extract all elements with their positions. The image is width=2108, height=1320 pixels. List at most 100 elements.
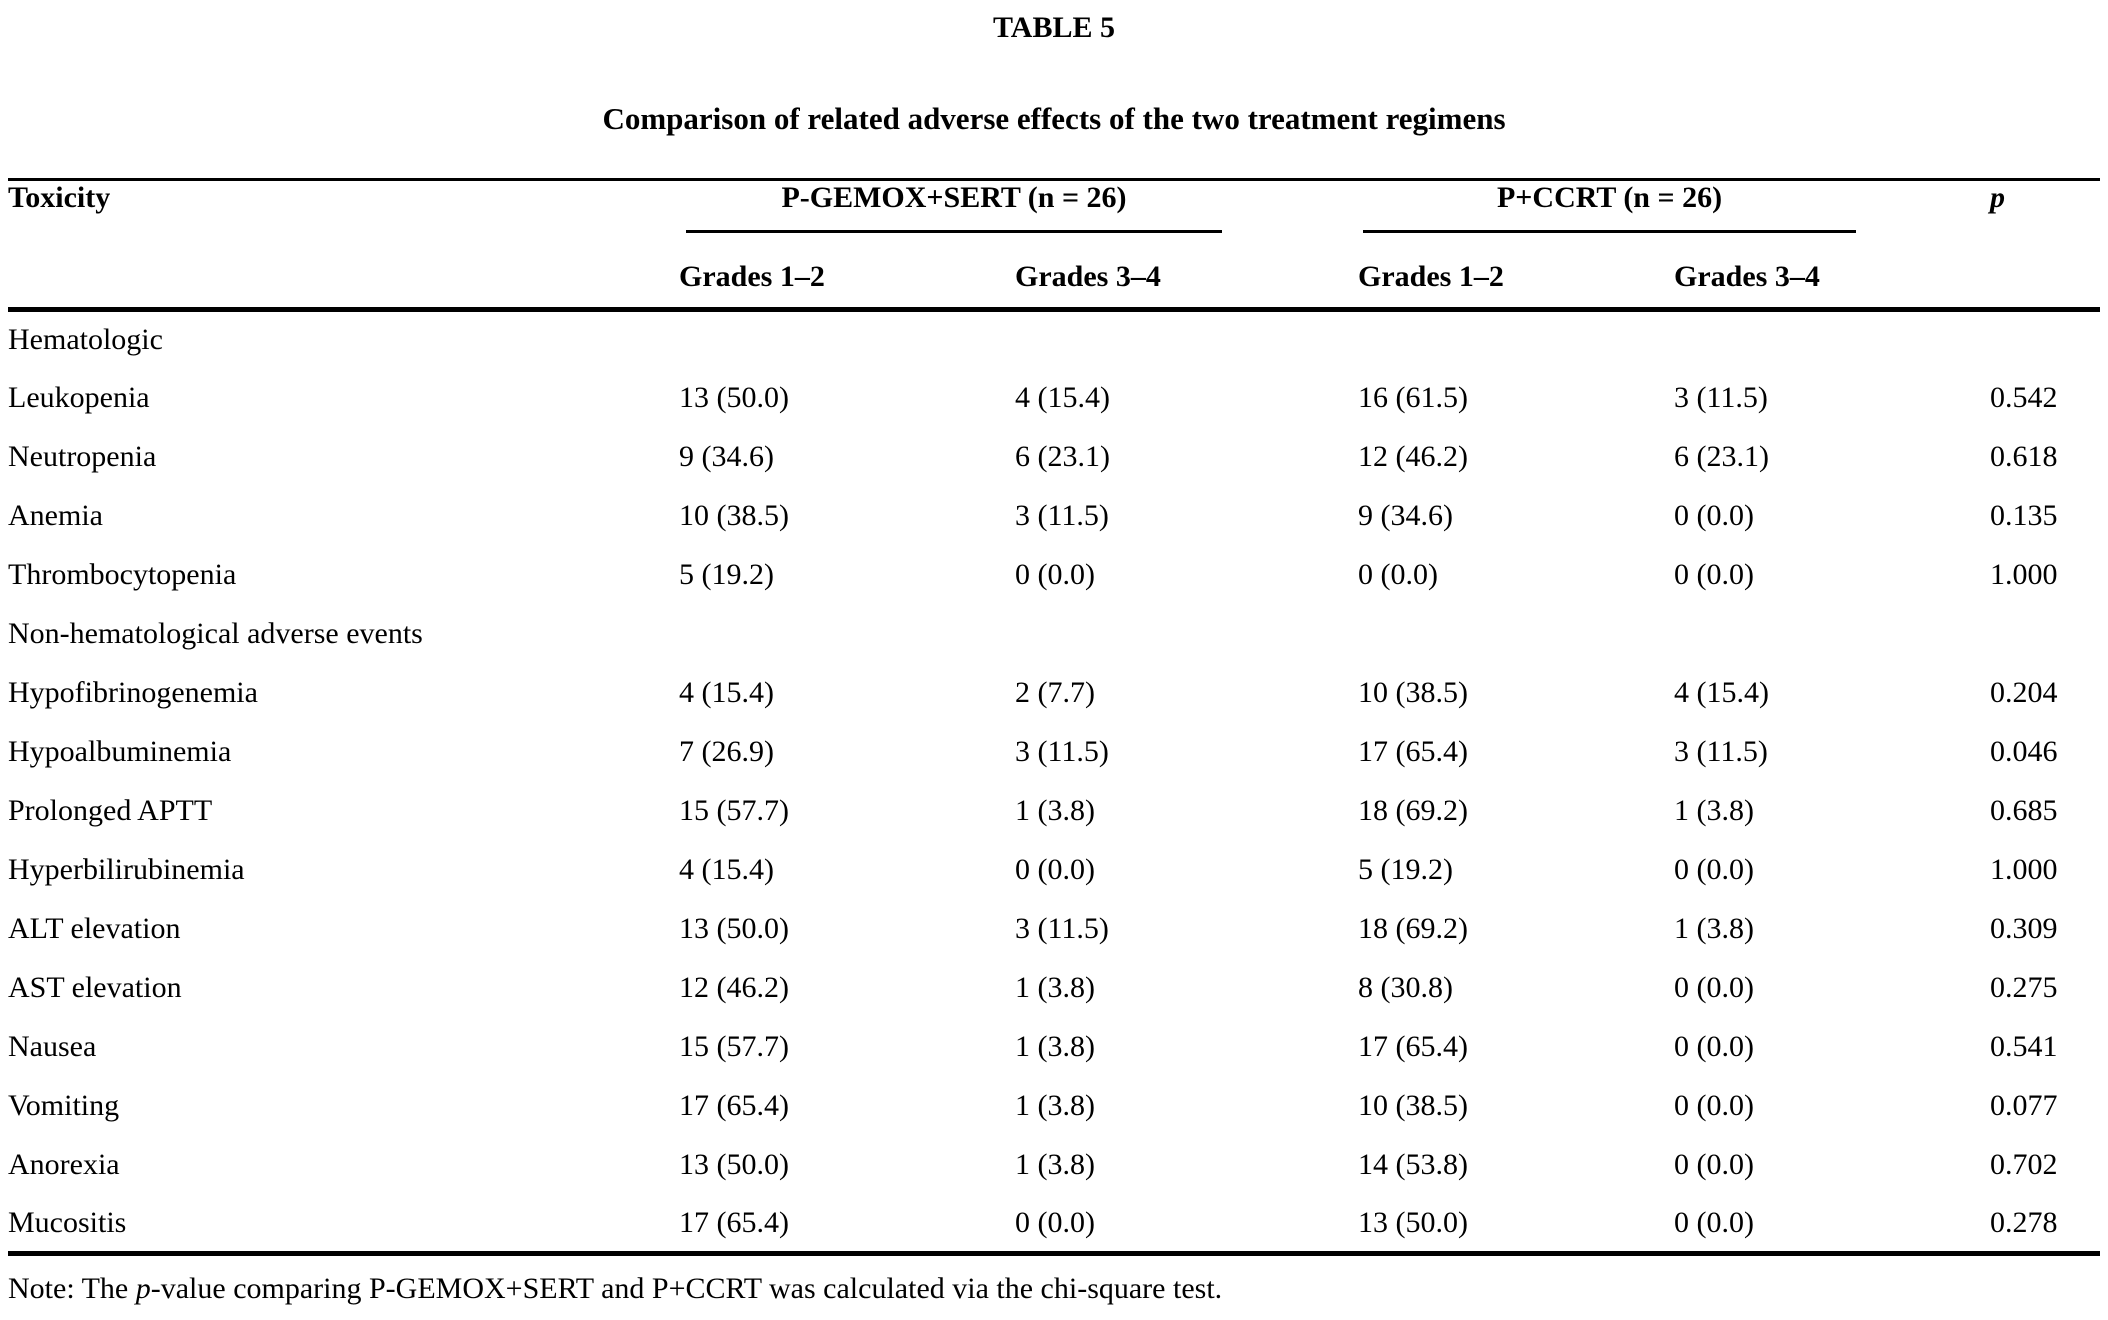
subheader-grades-1-2-pccrt: Grades 1–2 (1358, 260, 1504, 294)
p-value-cell: 0.278 (1990, 1205, 2058, 1239)
toxicity-row-label: Neutropenia (8, 440, 157, 473)
value-cell: 3 (11.5) (1674, 735, 1768, 768)
toxicity-row-label: ALT elevation (8, 912, 181, 945)
value-cell: 13 (50.0) (679, 912, 789, 945)
toxicity-row-label: Hypofibrinogenemia (8, 676, 258, 709)
p-column-header: p (1990, 181, 2006, 214)
value-cell: 1 (3.8) (1015, 1148, 1095, 1181)
section-row: Hematologic (8, 310, 2100, 369)
toxicity-row-label: Thrombocytopenia (8, 558, 237, 591)
section-label: Hematologic (8, 323, 163, 357)
p-value-cell: 1.000 (1990, 853, 2058, 886)
table-row: Neutropenia 9 (34.6) 6 (23.1) 12 (46.2) 6 (2… (8, 428, 2100, 487)
value-cell: 4 (15.4) (679, 853, 774, 886)
table-title: Comparison of related adverse effects of… (602, 101, 1506, 136)
toxicity-row-label: Mucositis (8, 1205, 127, 1239)
p-value-cell: 0.618 (1990, 440, 2058, 473)
value-cell: 1 (3.8) (1015, 794, 1095, 827)
group-header-pgemox-label: P-GEMOX+SERT (n = 26) (685, 181, 1223, 233)
table-row: Hypoalbuminemia 7 (26.9) 3 (11.5) 17 (65.4)… (8, 723, 2100, 782)
table-body: Hematologic Leukopenia 13 (50.0) 4 (15.4) 16… (8, 310, 2101, 1254)
p-value-cell: 1.000 (1990, 558, 2058, 591)
value-cell: 0 (0.0) (1674, 853, 1754, 886)
toxicity-row-label: Prolonged APTT (8, 794, 213, 827)
table-row: Hyperbilirubinemia 4 (15.4) 0 (0.0) 5 (19.2… (8, 841, 2100, 900)
table-row: AST elevation 12 (46.2) 1 (3.8) 8 (30.8) 0 (… (8, 959, 2100, 1018)
table-row: Thrombocytopenia 5 (19.2) 0 (0.0) 0 (0.0) 0 … (8, 546, 2100, 605)
section-label: Non-hematological adverse events (8, 617, 423, 650)
value-cell: 10 (38.5) (1358, 1089, 1468, 1122)
value-cell: 0 (0.0) (1674, 1030, 1754, 1063)
value-cell: 13 (50.0) (679, 1148, 789, 1181)
table-row: Vomiting 17 (65.4) 1 (3.8) 10 (38.5) 0 (0.0)… (8, 1077, 2100, 1136)
value-cell: 1 (3.8) (1674, 794, 1754, 827)
value-cell: 15 (57.7) (679, 1030, 789, 1063)
value-cell: 7 (26.9) (679, 735, 774, 768)
value-cell: 13 (50.0) (1358, 1205, 1468, 1239)
value-cell: 12 (46.2) (679, 971, 789, 1004)
value-cell: 16 (61.5) (1358, 381, 1468, 414)
value-cell: 5 (19.2) (679, 558, 774, 591)
toxicity-row-label: Vomiting (8, 1089, 120, 1122)
p-value-cell: 0.702 (1990, 1148, 2058, 1181)
table-row: Prolonged APTT 15 (57.7) 1 (3.8) 18 (69.2) 1… (8, 782, 2100, 841)
toxicity-row-label: Anorexia (8, 1148, 120, 1181)
subheader-grades-3-4-pccrt: Grades 3–4 (1674, 260, 1820, 294)
value-cell: 3 (11.5) (1674, 381, 1768, 414)
group-header-pccrt: P+CCRT (n = 26) (1358, 180, 1990, 248)
note-suffix: -value comparing P-GEMOX+SERT and P+CCRT… (150, 1272, 1223, 1305)
value-cell: 17 (65.4) (1358, 1030, 1468, 1063)
value-cell: 0 (0.0) (1674, 499, 1754, 532)
value-cell: 18 (69.2) (1358, 794, 1468, 827)
toxicity-row-label: AST elevation (8, 971, 182, 1004)
table-note: Note: The p-value comparing P-GEMOX+SERT… (8, 1270, 2100, 1308)
p-value-cell: 0.685 (1990, 794, 2058, 827)
table-row: Leukopenia 13 (50.0) 4 (15.4) 16 (61.5) 3 (1… (8, 369, 2100, 428)
value-cell: 1 (3.8) (1674, 912, 1754, 945)
table-row: Anorexia 13 (50.0) 1 (3.8) 14 (53.8) 0 (0.0)… (8, 1136, 2100, 1195)
value-cell: 18 (69.2) (1358, 912, 1468, 945)
adverse-effects-table: Toxicity P-GEMOX+SERT (n = 26) P+CCRT (n… (8, 178, 2101, 1256)
group-header-pgemox: P-GEMOX+SERT (n = 26) (679, 180, 1358, 248)
value-cell: 0 (0.0) (1358, 558, 1438, 591)
value-cell: 17 (65.4) (679, 1205, 789, 1239)
note-prefix: Note: The (8, 1272, 136, 1305)
toxicity-row-label: Hyperbilirubinemia (8, 853, 245, 886)
toxicity-row-label: Leukopenia (8, 381, 150, 414)
toxicity-row-label: Anemia (8, 499, 103, 532)
value-cell: 0 (0.0) (1674, 1089, 1754, 1122)
value-cell: 14 (53.8) (1358, 1148, 1468, 1181)
subheader-row: Grades 1–2 Grades 3–4 Grades 1–2 Grades … (8, 248, 2100, 310)
group-header-pccrt-label: P+CCRT (n = 26) (1363, 181, 1857, 233)
table-row: Mucositis 17 (65.4) 0 (0.0) 13 (50.0) 0 (0.0… (8, 1195, 2100, 1254)
value-cell: 1 (3.8) (1015, 1030, 1095, 1063)
p-value-cell: 0.077 (1990, 1089, 2058, 1122)
value-cell: 10 (38.5) (1358, 676, 1468, 709)
value-cell: 4 (15.4) (1674, 676, 1769, 709)
value-cell: 1 (3.8) (1015, 1089, 1095, 1122)
table-number-label: TABLE 5 (993, 11, 1115, 44)
subheader-grades-1-2-pgemox: Grades 1–2 (679, 260, 825, 294)
table-row: Nausea 15 (57.7) 1 (3.8) 17 (65.4) 0 (0.0) 0.… (8, 1018, 2100, 1077)
value-cell: 17 (65.4) (679, 1089, 789, 1122)
subheader-grades-3-4-pgemox: Grades 3–4 (1015, 260, 1161, 294)
table-header: Toxicity P-GEMOX+SERT (n = 26) P+CCRT (n… (8, 180, 2101, 310)
toxicity-row-label: Nausea (8, 1030, 97, 1063)
value-cell: 0 (0.0) (1674, 1205, 1754, 1239)
note-p-italic: p (135, 1272, 151, 1305)
value-cell: 0 (0.0) (1674, 558, 1754, 591)
toxicity-column-header: Toxicity (8, 181, 111, 214)
table-row: Anemia 10 (38.5) 3 (11.5) 9 (34.6) 0 (0.0) 0.… (8, 487, 2100, 546)
section-row: Non-hematological adverse events (8, 605, 2100, 664)
group-header-row: Toxicity P-GEMOX+SERT (n = 26) P+CCRT (n… (8, 180, 2100, 248)
value-cell: 17 (65.4) (1358, 735, 1468, 768)
value-cell: 5 (19.2) (1358, 853, 1453, 886)
p-value-cell: 0.046 (1990, 735, 2058, 768)
value-cell: 6 (23.1) (1015, 440, 1110, 473)
value-cell: 0 (0.0) (1015, 558, 1095, 591)
value-cell: 0 (0.0) (1674, 1148, 1754, 1181)
toxicity-row-label: Hypoalbuminemia (8, 735, 232, 768)
value-cell: 2 (7.7) (1015, 676, 1095, 709)
value-cell: 0 (0.0) (1015, 1205, 1095, 1239)
